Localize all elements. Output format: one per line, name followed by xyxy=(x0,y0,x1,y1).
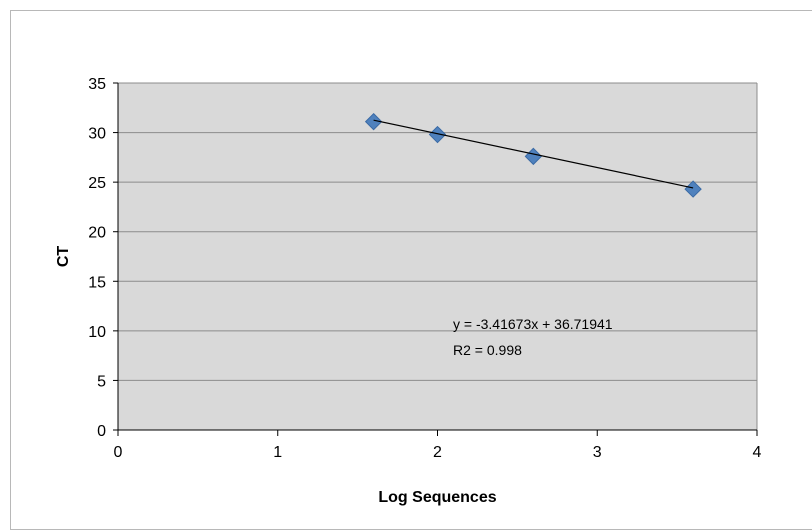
x-axis: 0 1 2 3 4 xyxy=(114,429,762,461)
data-point xyxy=(364,112,383,131)
trendline-equation: y = -3.41673x + 36.71941 xyxy=(453,316,613,332)
y-axis-title: CT xyxy=(55,246,72,268)
y-tick-label: 15 xyxy=(88,274,106,291)
data-point xyxy=(524,147,543,166)
x-tick-label: 0 xyxy=(114,444,123,461)
y-tick-label: 0 xyxy=(97,423,106,440)
trendline xyxy=(373,119,694,189)
scatter-chart: 0 5 10 15 20 25 30 35 0 1 2 3 4 CT Log Sequences y … xyxy=(55,76,762,506)
y-tick-label: 10 xyxy=(88,324,106,341)
y-tick-label: 25 xyxy=(88,175,106,192)
data-series xyxy=(364,112,702,198)
x-tick-label: 2 xyxy=(433,444,442,461)
x-tick-label: 4 xyxy=(753,444,762,461)
x-tick-label: 1 xyxy=(273,444,282,461)
y-tick-label: 20 xyxy=(88,225,106,242)
y-axis: 0 5 10 15 20 25 30 35 xyxy=(88,76,119,440)
trendline-r2: R2 = 0.998 xyxy=(453,342,522,358)
y-tick-label: 30 xyxy=(88,126,106,143)
y-tick-label: 5 xyxy=(97,373,106,390)
x-axis-title: Log Sequences xyxy=(378,489,496,506)
x-tick-label: 3 xyxy=(593,444,602,461)
y-tick-label: 35 xyxy=(88,76,106,93)
data-point xyxy=(428,125,447,144)
